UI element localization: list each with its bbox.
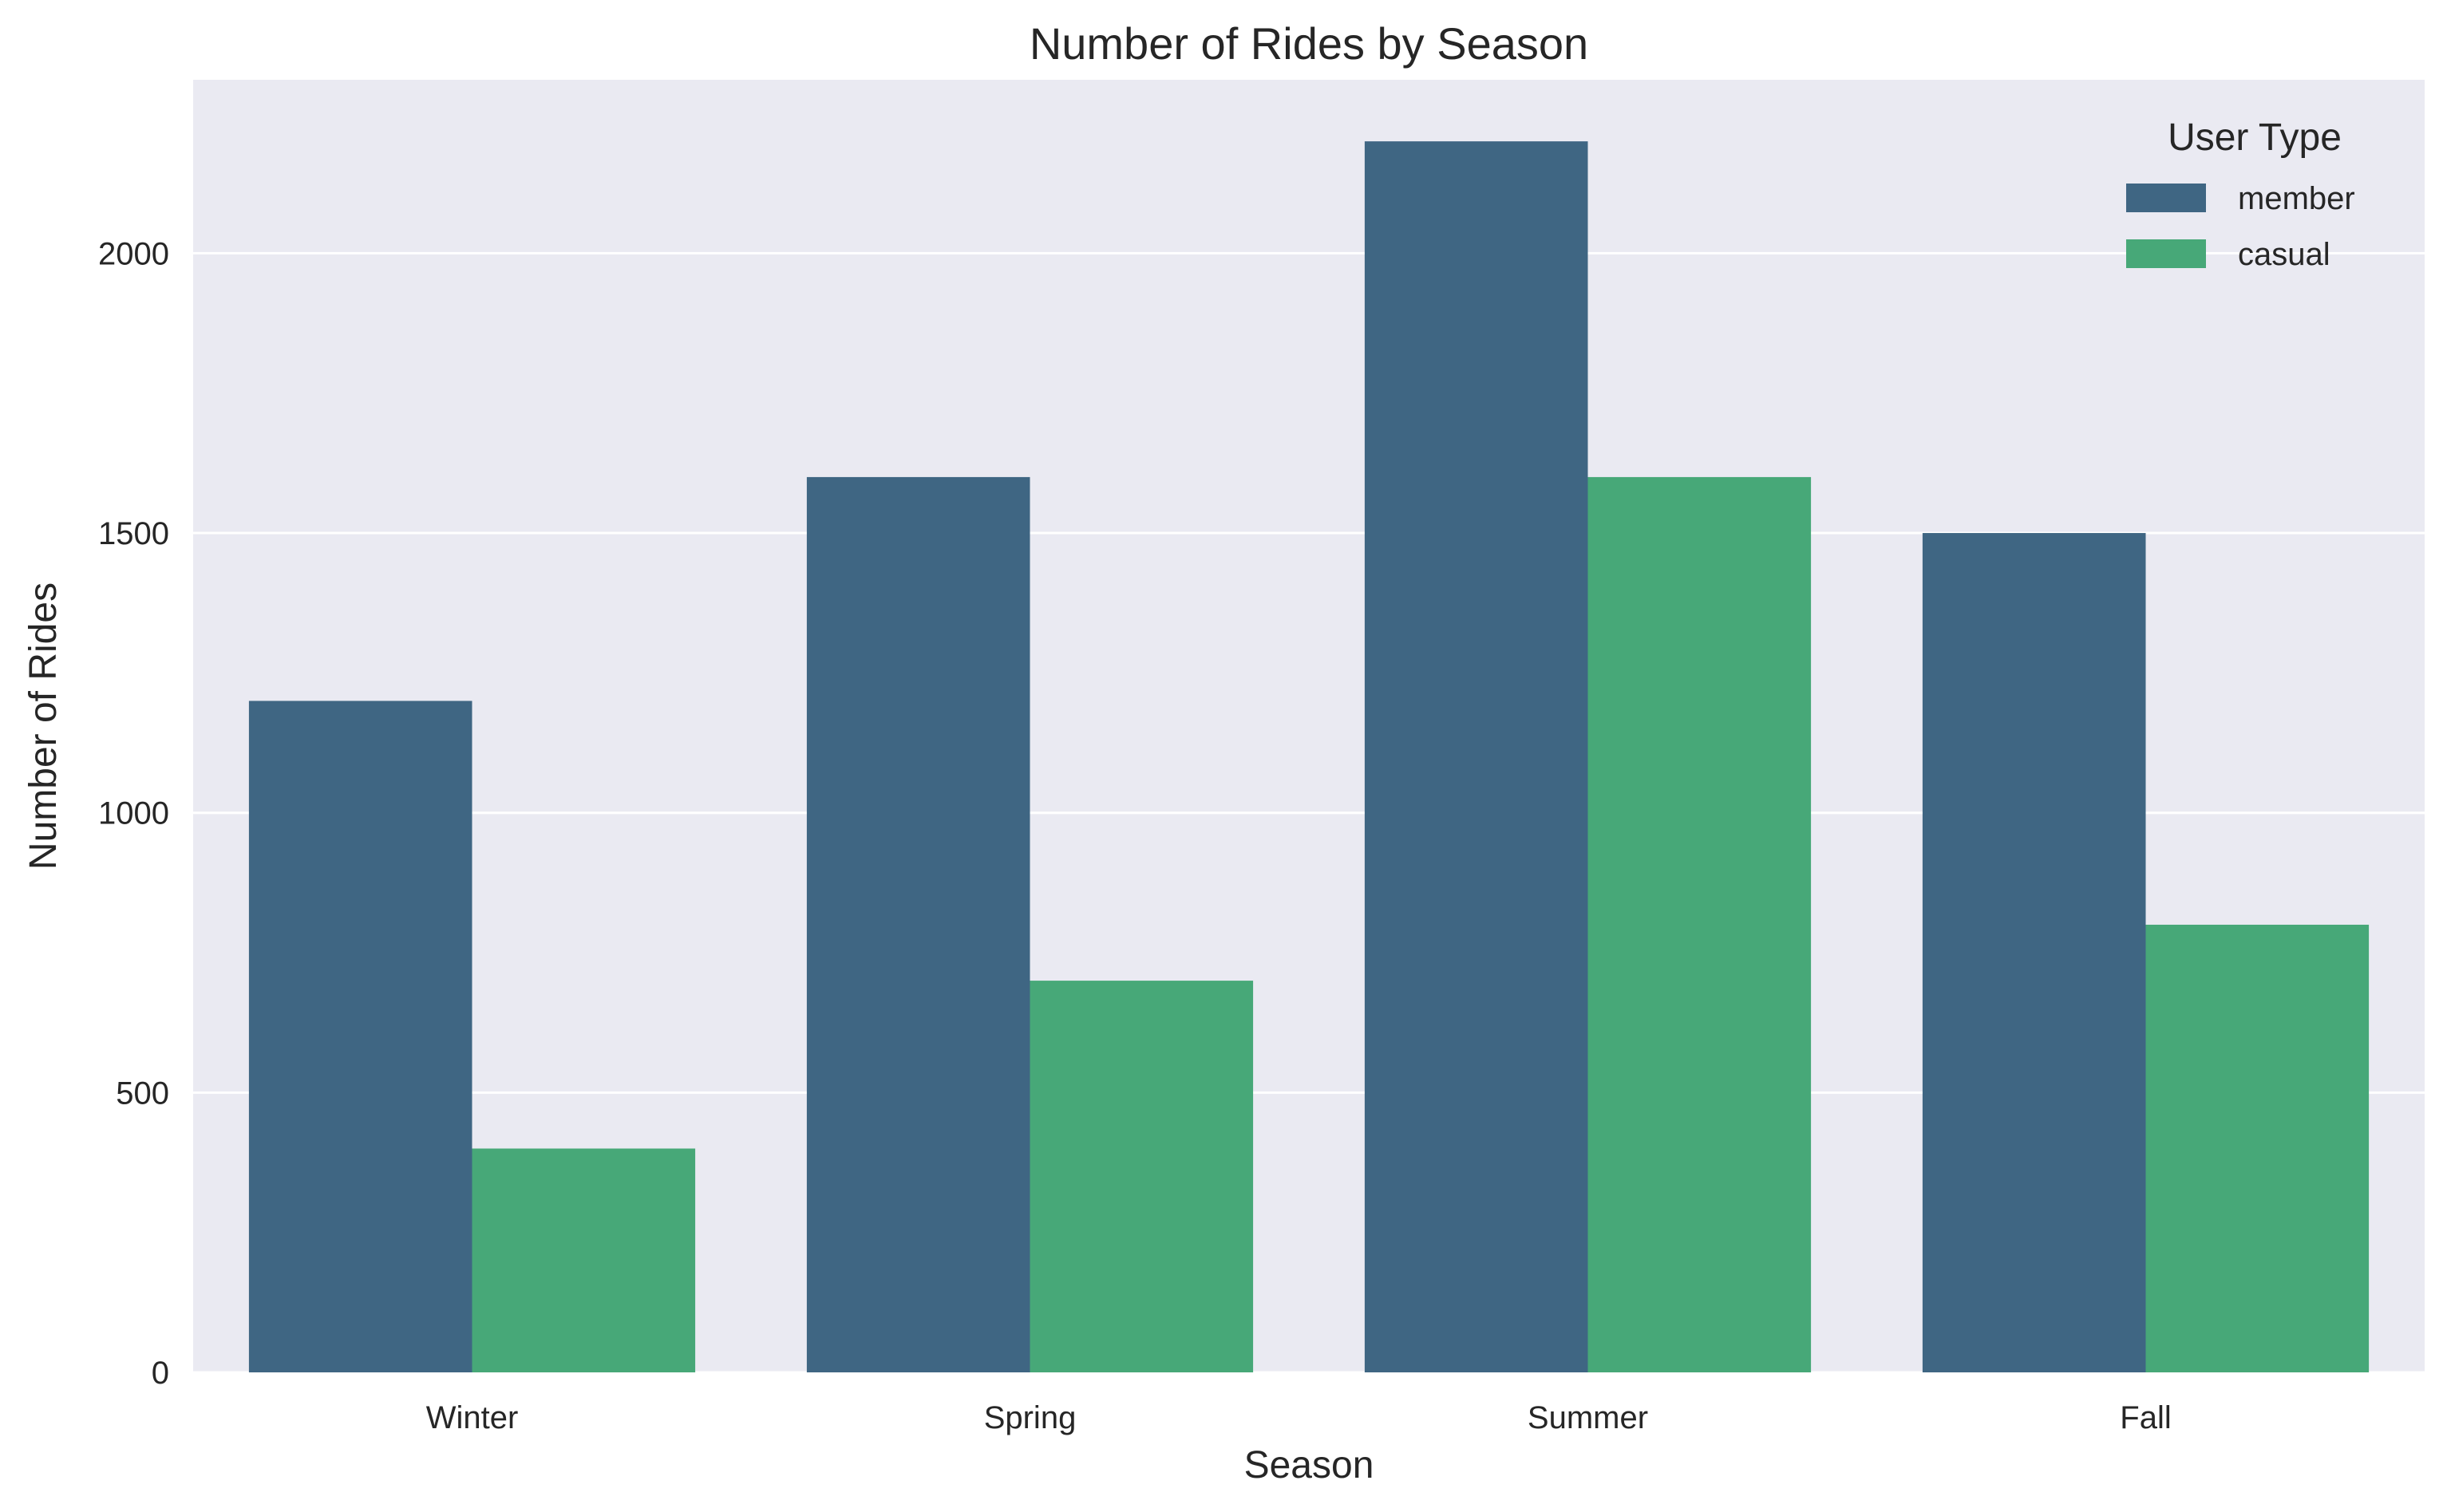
y-tick-label: 2000	[98, 236, 169, 271]
x-tick-label: Fall	[2120, 1400, 2171, 1435]
bar-casual-winter	[472, 1148, 696, 1372]
legend-swatch-member	[2126, 184, 2206, 212]
legend-title: User Type	[2168, 116, 2342, 159]
x-tick-label: Spring	[984, 1400, 1077, 1435]
y-tick-label: 1000	[98, 796, 169, 831]
legend: User Type member casual	[2126, 116, 2355, 272]
y-tick-label: 1500	[98, 516, 169, 551]
bar-member-summer	[1364, 141, 1588, 1373]
legend-swatch-casual	[2126, 239, 2206, 268]
x-tick-label: Winter	[426, 1400, 519, 1435]
chart-title: Number of Rides by Season	[1030, 18, 1588, 69]
bar-casual-spring	[1030, 981, 1254, 1372]
y-axis-label: Number of Rides	[22, 582, 65, 870]
x-tick-label: Summer	[1528, 1400, 1648, 1435]
bar-member-fall	[1922, 533, 2146, 1372]
y-axis-ticks: 0 500 1000 1500 2000	[98, 236, 169, 1391]
bar-casual-fall	[2145, 924, 2370, 1372]
legend-label-member: member	[2238, 181, 2355, 216]
x-axis-label: Season	[1244, 1444, 1374, 1486]
bars	[248, 141, 2370, 1373]
bar-casual-summer	[1587, 476, 1812, 1372]
y-tick-label: 500	[116, 1076, 169, 1111]
x-axis-ticks: Winter Spring Summer Fall	[426, 1400, 2172, 1435]
bar-member-spring	[806, 476, 1030, 1372]
legend-label-casual: casual	[2238, 237, 2330, 272]
bar-member-winter	[248, 701, 472, 1372]
y-tick-label: 0	[152, 1356, 169, 1391]
